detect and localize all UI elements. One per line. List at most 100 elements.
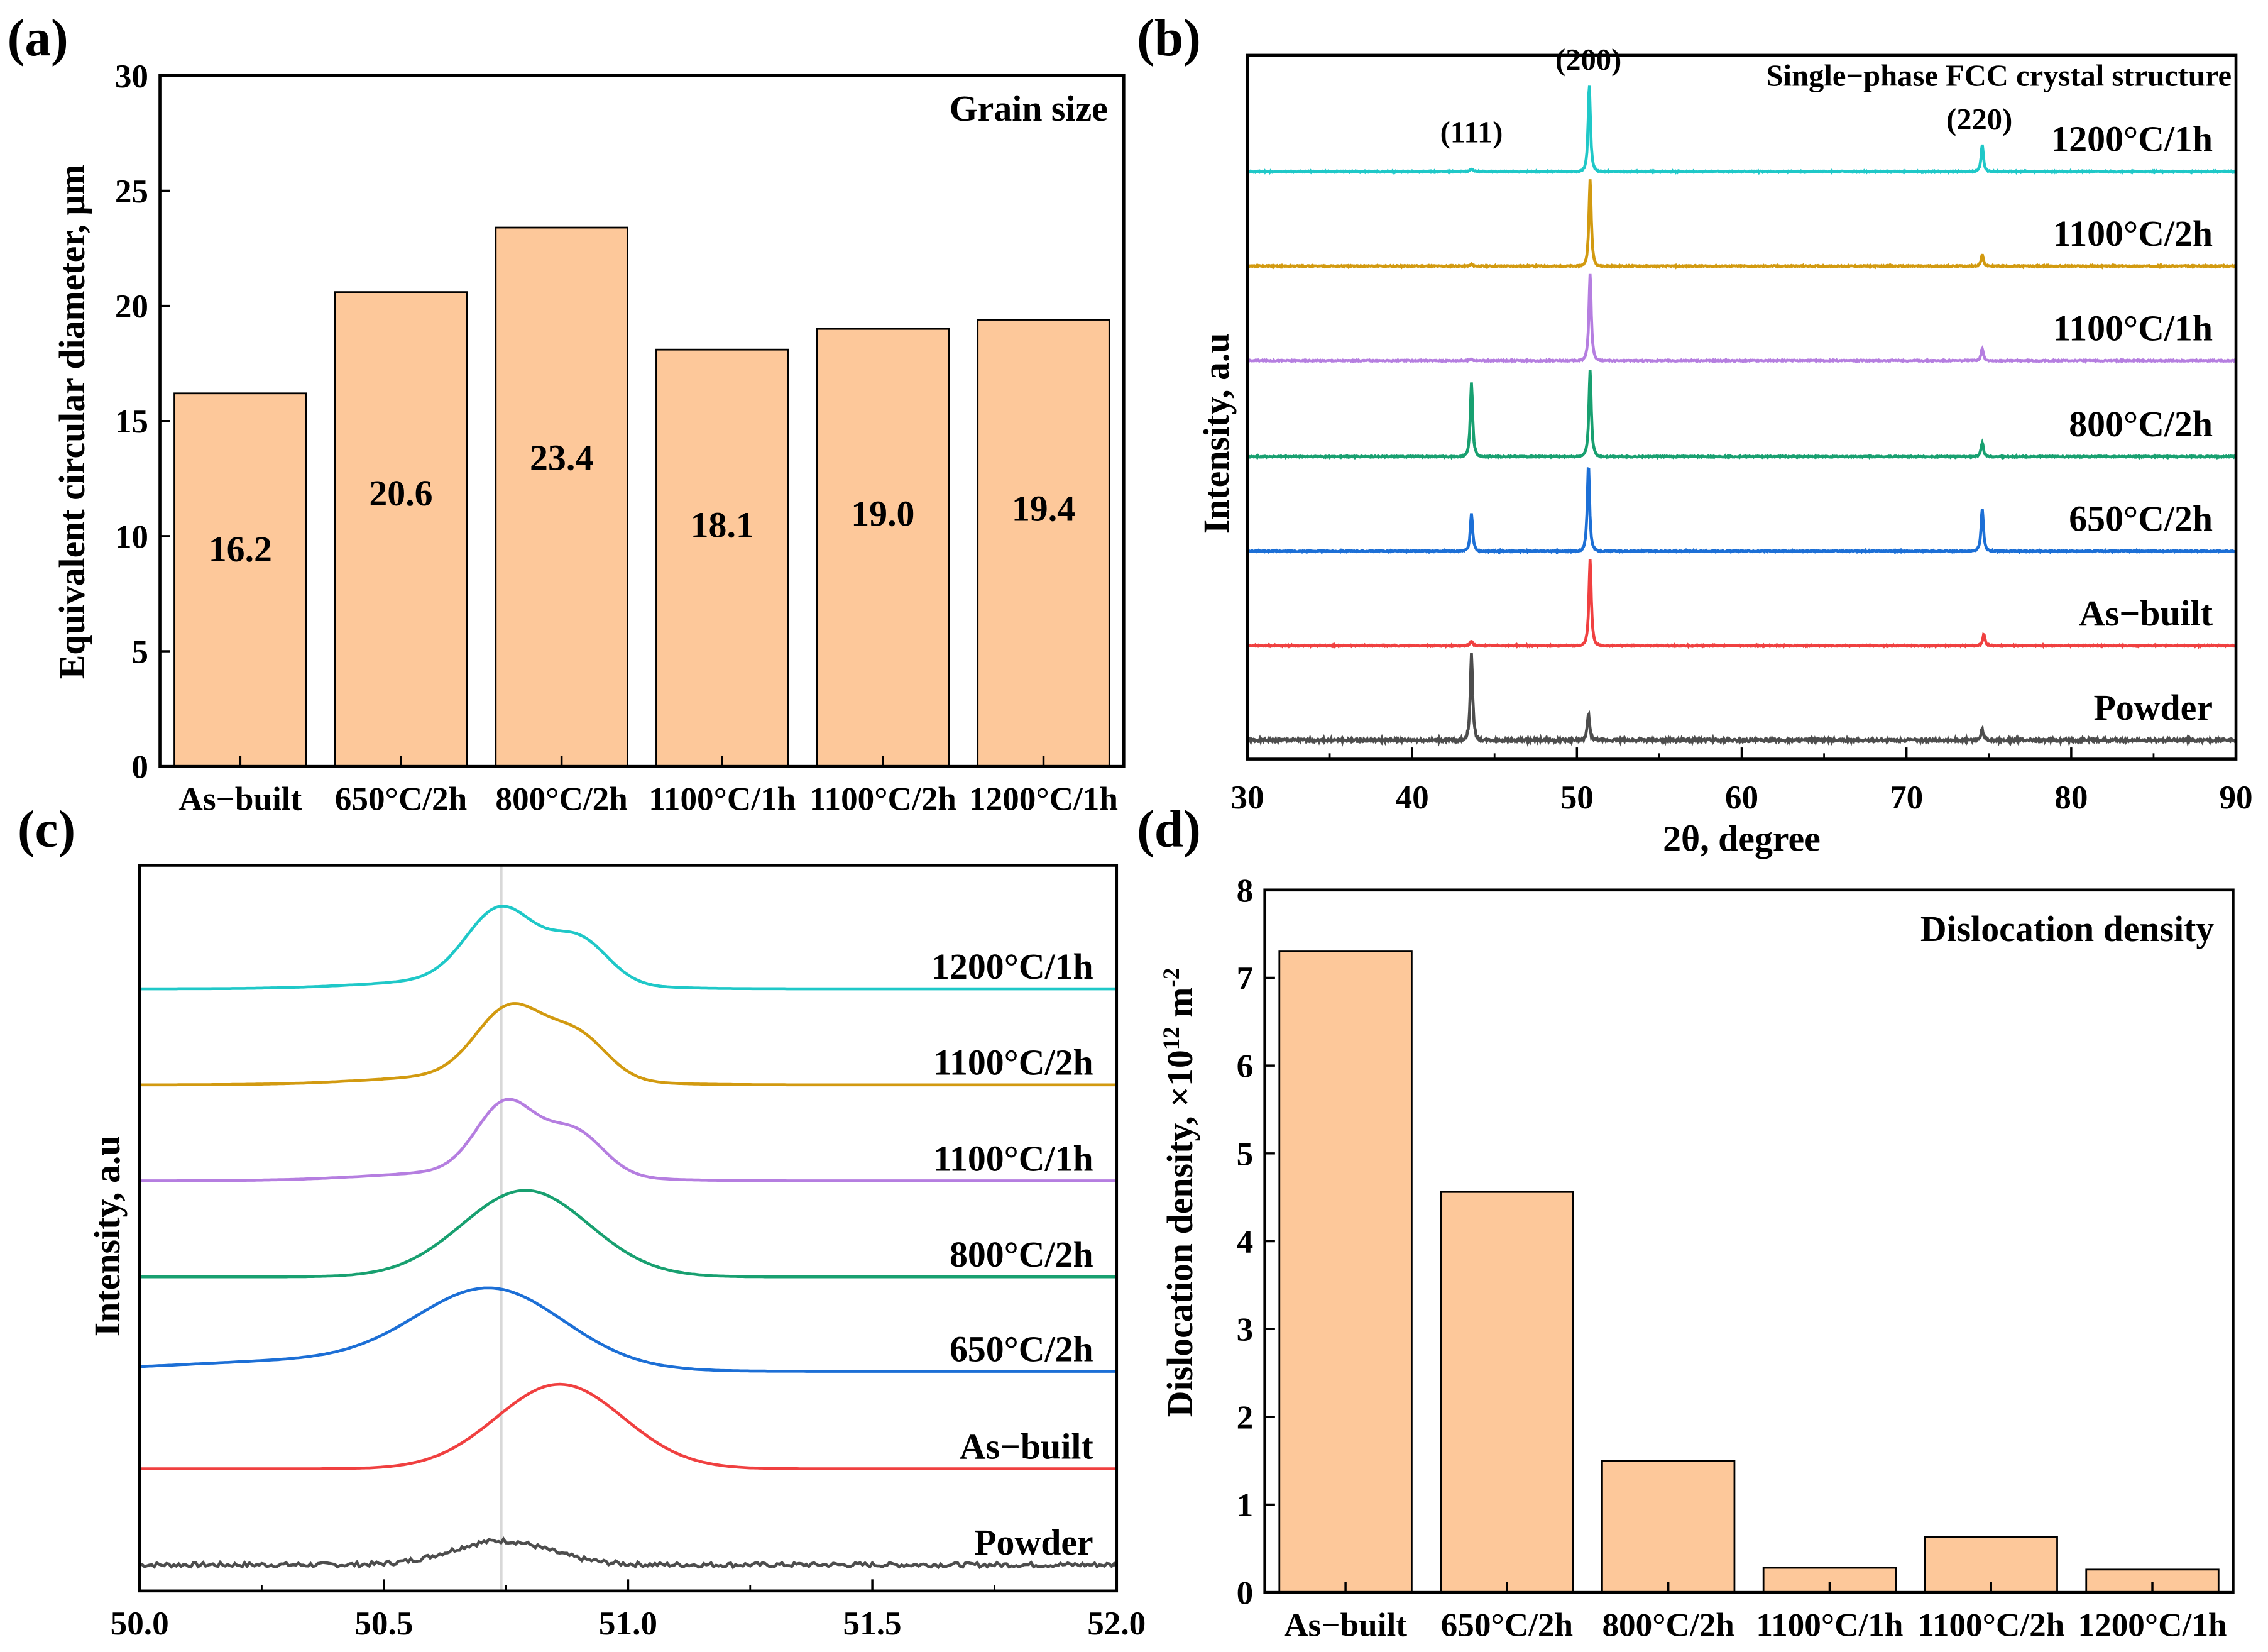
bar: [816, 328, 950, 768]
series-label: 1200°C/1h: [931, 946, 1093, 987]
series-label: 1100°C/2h: [2053, 213, 2213, 254]
x-tick-label: 80: [2054, 779, 2088, 816]
panel-a-grain-size: Grain size Equivalent circular diameter,…: [52, 58, 1126, 818]
xrd-series-line: [1246, 85, 2236, 175]
panel-label-c: (c): [18, 800, 75, 858]
series-label: 1200°C/1h: [2051, 119, 2213, 160]
xrd-series-line: [1246, 653, 2237, 747]
bar: [977, 319, 1110, 768]
xrd-series-line: [1246, 179, 2236, 270]
bar-value-label: 23.4: [530, 438, 593, 478]
x-tick-label: 50.5: [354, 1605, 413, 1642]
x-tick-label: 90: [2219, 779, 2252, 816]
bar-value-label: 20.6: [369, 473, 432, 514]
y-tick-label: 15: [115, 403, 148, 440]
peak-label: (111): [1440, 116, 1503, 150]
y-tick-label: 25: [115, 173, 148, 210]
series-label: 650°C/2h: [2069, 498, 2213, 539]
panel-a-title: Grain size: [950, 88, 1108, 129]
xrd-zoom-series-line: [140, 1286, 1117, 1373]
y-tick-label: 0: [1237, 1575, 1254, 1612]
y-tick-label: 3: [1237, 1311, 1254, 1348]
x-tick-label: 1200°C/1h: [2078, 1607, 2227, 1644]
panel-label-d: (d): [1137, 800, 1201, 858]
xrd-series-line: [1246, 559, 2237, 649]
x-tick-label: 40: [1396, 779, 1429, 816]
series-label: 800°C/2h: [950, 1234, 1093, 1275]
xrd-zoom-series-line: [140, 1189, 1117, 1279]
plot-frame: [158, 74, 1126, 768]
y-tick-label: 0: [131, 749, 148, 786]
panel-b-xlabel: 2θ, degree: [1663, 818, 1821, 859]
series-label: Powder: [974, 1522, 1093, 1563]
bar-value-label: 19.4: [1012, 488, 1075, 529]
xrd-series-line: [1247, 370, 2237, 461]
panel-c-xrd-zoom: Intensity, a.u Powder As−built 650°C/2h 800…: [87, 864, 1146, 1642]
y-tick-label: 7: [1237, 960, 1254, 997]
x-tick-label: 50: [1560, 779, 1594, 816]
panel-label-b: (b): [1137, 9, 1201, 67]
x-tick-label: As−built: [1284, 1607, 1407, 1644]
xrd-zoom-series-line: [139, 1536, 1118, 1570]
peak-label: (200): [1555, 43, 1621, 77]
panel-b-xrd: Single−phase FCC crystal structure 2θ, d…: [1196, 43, 2253, 859]
plot-frame: [1263, 888, 2235, 1594]
bar: [2085, 1568, 2220, 1594]
panel-b-ylabel: Intensity, a.u: [1196, 333, 1237, 534]
panel-label-a: (a): [8, 9, 68, 67]
panel-d-ylabel: Dislocation density, ×1012 m-2: [1159, 968, 1200, 1417]
bar: [173, 392, 307, 768]
x-tick-label: 1100°C/2h: [809, 781, 956, 818]
series-label: 1100°C/1h: [2053, 307, 2213, 348]
x-tick-label: 60: [1725, 779, 1758, 816]
y-tick-label: 5: [131, 634, 148, 671]
bar: [1601, 1460, 1736, 1594]
xrd-series-line: [1247, 273, 2237, 365]
x-tick-label: 650°C/2h: [1441, 1607, 1573, 1644]
series-label: 650°C/2h: [950, 1328, 1093, 1369]
panel-b-title: Single−phase FCC crystal structure: [1767, 58, 2232, 92]
series-label: 1100°C/2h: [933, 1042, 1093, 1083]
x-tick-label: 1100°C/1h: [649, 781, 796, 818]
x-tick-label: 800°C/2h: [1602, 1607, 1734, 1644]
xrd-zoom-series-line: [140, 1098, 1117, 1182]
series-label: 1100°C/1h: [933, 1138, 1093, 1179]
x-tick-label: 1100°C/2h: [1917, 1607, 2064, 1644]
series-label: 800°C/2h: [2069, 404, 2213, 444]
x-tick-label: 51.5: [843, 1605, 902, 1642]
x-tick-label: As−built: [178, 781, 302, 818]
bar: [334, 291, 468, 768]
series-label: As−built: [960, 1426, 1093, 1467]
bar: [495, 226, 628, 768]
x-tick-label: 1100°C/1h: [1756, 1607, 1903, 1644]
bar: [1440, 1191, 1574, 1594]
x-tick-label: 70: [1890, 779, 1923, 816]
bar-value-label: 18.1: [691, 505, 754, 546]
y-tick-label: 5: [1237, 1135, 1254, 1172]
bar: [655, 348, 789, 768]
y-tick-label: 30: [115, 58, 148, 95]
y-tick-label: 2: [1237, 1399, 1254, 1436]
x-tick-label: 30: [1230, 779, 1264, 816]
x-tick-label: 1200°C/1h: [969, 781, 1118, 818]
peak-label: (220): [1946, 102, 2012, 136]
x-tick-label: 50.0: [111, 1605, 169, 1642]
y-tick-label: 6: [1237, 1048, 1254, 1085]
plot-frame: [138, 864, 1119, 1593]
xrd-zoom-series-line: [140, 905, 1117, 991]
y-tick-label: 20: [115, 288, 148, 325]
y-tick-label: 4: [1237, 1223, 1254, 1260]
panel-d-dislocation: Dislocation density Dislocation density,…: [1159, 872, 2235, 1644]
panel-c-ylabel: Intensity, a.u: [87, 1135, 128, 1336]
y-tick-label: 1: [1237, 1487, 1254, 1524]
series-label: As−built: [2079, 593, 2213, 634]
plot-frame: [1246, 53, 2238, 761]
panel-a-ylabel: Equivalent circular diameter, μm: [52, 164, 92, 679]
series-label: Powder: [2094, 687, 2213, 728]
y-tick-label: 8: [1237, 872, 1254, 909]
bar: [1278, 950, 1413, 1594]
x-tick-label: 51.0: [599, 1605, 657, 1642]
bar-value-label: 19.0: [851, 493, 914, 534]
bar-value-label: 16.2: [209, 529, 272, 570]
